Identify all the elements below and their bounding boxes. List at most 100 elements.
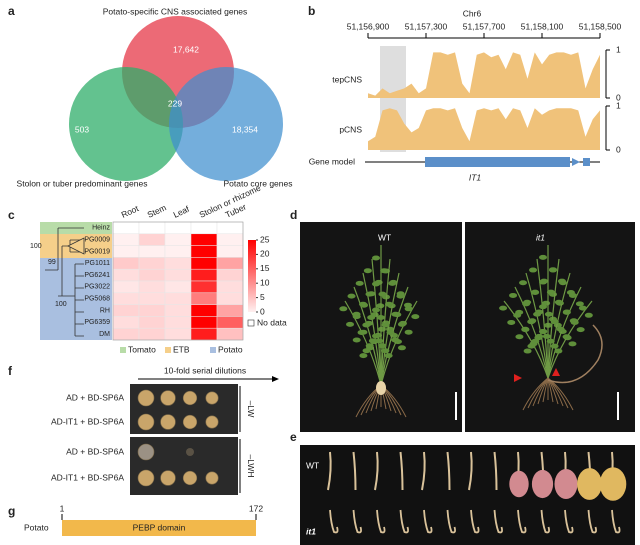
leaf [521,326,530,332]
heatmap-cell [112,327,140,341]
leaf [539,328,547,334]
spot [182,414,198,430]
row-label: AD-IT1 + BD-SP6A [51,416,124,426]
column-label: Leaf [172,204,192,220]
heatmap-cell [138,304,166,317]
track-area [368,52,600,98]
bootstrap: 100 [30,243,42,250]
colorbar-label: 0 [260,306,265,316]
leaf [515,309,524,315]
row-label: RH [100,307,110,314]
heatmap-cell [164,221,192,235]
chromosome: Chr6 [463,8,482,18]
heatmap-cell [164,233,192,246]
no-data-label: No data [257,317,287,327]
leaf [531,338,540,344]
leaf [388,280,397,286]
leaf [384,301,393,307]
leaf [347,293,356,299]
leaf [386,330,395,335]
bootstrap: 100 [55,301,67,308]
leaf [372,255,380,261]
leaf [359,353,368,359]
leaf [404,306,413,312]
stem [353,286,382,386]
stolon [468,451,473,491]
spot [160,390,176,406]
exon [425,157,570,167]
leaf [568,292,577,298]
leaf [558,280,567,286]
exon [583,158,590,166]
heatmap-cell [112,304,140,317]
heatmap-cell [190,221,218,235]
venn-circle [169,67,283,181]
leaf [376,303,385,309]
panel-label: d [290,208,297,222]
leaf [539,254,547,260]
leaf [535,333,544,339]
leaf [575,301,584,307]
leaf [509,292,518,298]
medium: –LW [246,401,256,418]
track-label: tepCNS [332,74,362,84]
heatmap-cell [164,257,192,270]
leaf [381,348,390,354]
row-label: AD-IT1 + BD-SP6A [51,472,124,482]
venn-title: Potato-specific CNS associated genes [103,6,248,16]
heatmap-cell [216,292,244,305]
leaf [368,338,377,344]
heatmap-cell [216,316,244,329]
row-label: AD + BD-SP6A [66,446,124,456]
heatmap-cell [216,233,244,246]
spot [137,469,155,487]
heatmap-cell [190,304,218,317]
spot [205,471,219,485]
stolon [446,451,451,491]
row-label: DM [99,331,110,338]
stolon [493,509,503,534]
leaf [411,314,420,320]
domain-bar [62,520,256,536]
heatmap-cell [138,268,166,282]
stolon [547,324,603,384]
heatmap-cell [138,292,166,305]
leaf [378,291,387,297]
heatmap-cell [190,280,218,294]
tuber [599,467,627,501]
heatmap-cell [216,221,244,235]
track-label: pCNS [339,124,362,134]
venn-count: 18,354 [232,124,258,134]
heatmap-cell [112,221,140,235]
colorbar-label: 20 [260,249,270,259]
panel-label: a [8,4,15,18]
leaf [527,343,536,349]
leaf [372,281,380,287]
colorbar-label: 5 [260,292,265,302]
y-tick-label: 1 [616,100,621,110]
column-label: Stem [146,202,168,219]
stem [514,286,549,379]
leaf [542,333,551,339]
x-tick-label: 51,157,700 [463,21,506,31]
y-tick-label: 0 [616,92,621,102]
panel-e: e WT it1 [290,430,635,545]
leaf [346,321,355,327]
legend-label: Tomato [128,344,156,354]
exon-arrow [572,158,580,166]
tree [45,227,85,337]
stolon [611,509,621,534]
bootstrap: 99 [48,259,56,266]
leaf [539,304,547,310]
leaf [352,311,361,317]
heatmap-cell [190,327,218,341]
heatmap-cell [164,292,192,305]
heatmap-frame [112,221,244,341]
leaf [523,299,532,305]
heatmap-cell [190,268,218,282]
heatmap-cell [138,257,166,270]
heatmap-cell [216,280,244,294]
heatmap-cell [138,280,166,294]
stem [371,258,382,386]
leaf [362,348,371,354]
